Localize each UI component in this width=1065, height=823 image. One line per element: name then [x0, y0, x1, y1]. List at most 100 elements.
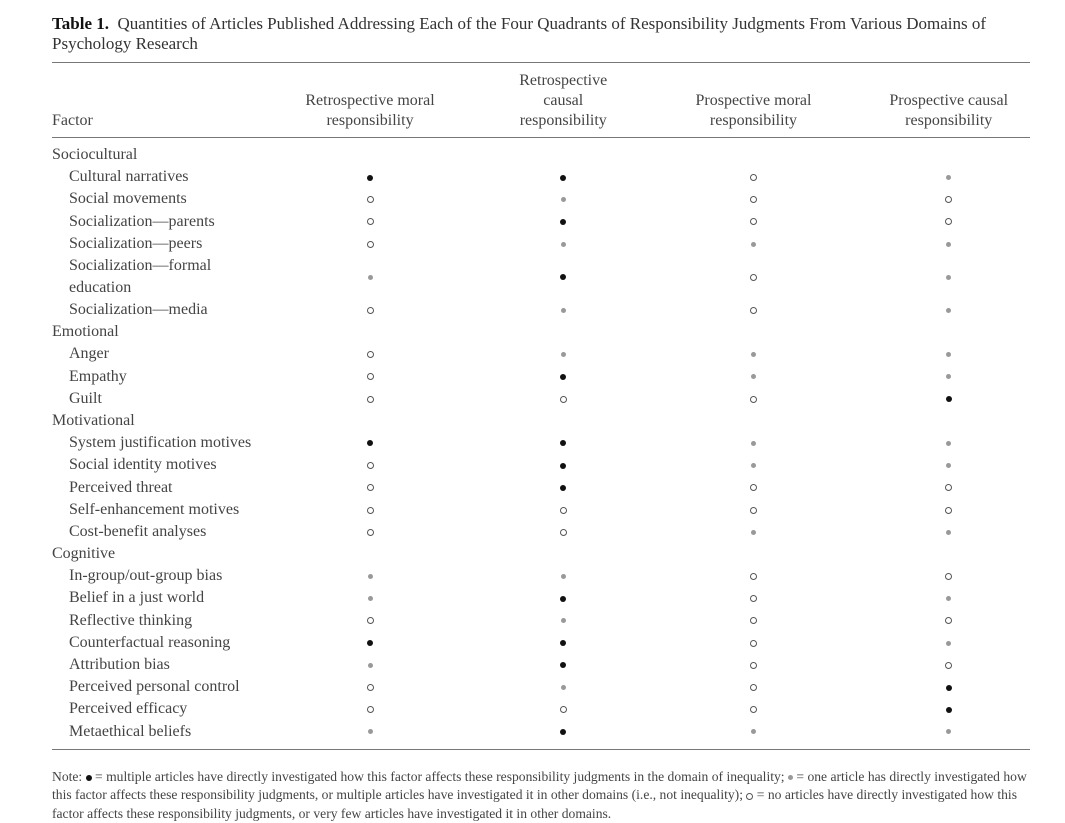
- one-dot-icon: [560, 618, 566, 624]
- multiple-dot-icon: [945, 684, 952, 691]
- value-cell: [253, 654, 487, 676]
- group-row: Emotional: [52, 321, 1030, 343]
- value-cell: [867, 432, 1030, 454]
- one-dot-icon: [946, 729, 952, 735]
- value-cell: [253, 233, 487, 255]
- value-cell: [867, 211, 1030, 233]
- value-cell: [253, 454, 487, 476]
- value-cell: [640, 721, 868, 750]
- one-dot-icon: [750, 529, 756, 535]
- none-circle-icon: [559, 395, 567, 403]
- table-row: Guilt: [52, 388, 1030, 410]
- header-row: Factor Retrospective moral responsibilit…: [52, 63, 1030, 138]
- value-cell: [640, 499, 868, 521]
- value-cell: [867, 299, 1030, 321]
- one-dot-icon: [946, 175, 952, 181]
- one-dot-icon: [560, 307, 566, 313]
- value-cell: [253, 343, 487, 365]
- none-circle-icon: [749, 273, 757, 281]
- none-circle-icon: [945, 196, 953, 204]
- one-dot-icon: [560, 197, 566, 203]
- value-cell: [867, 565, 1030, 587]
- value-cell: [487, 233, 640, 255]
- value-cell: [487, 721, 640, 750]
- none-circle-icon: [945, 617, 953, 625]
- value-cell: [640, 521, 868, 543]
- table-container: Table 1. Quantities of Articles Publishe…: [52, 14, 1030, 823]
- none-circle-icon: [749, 617, 757, 625]
- none-circle-icon: [366, 528, 374, 536]
- none-circle-icon: [749, 661, 757, 669]
- value-cell: [640, 476, 868, 498]
- value-cell: [487, 565, 640, 587]
- multiple-dot-icon: [945, 706, 952, 713]
- multiple-dot-icon: [560, 662, 567, 669]
- none-circle-icon: [366, 462, 374, 470]
- one-dot-icon: [946, 596, 952, 602]
- table-row: Attribution bias: [52, 654, 1030, 676]
- table-row: Cultural narratives: [52, 166, 1030, 188]
- none-circle-icon: [749, 684, 757, 692]
- value-cell: [487, 432, 640, 454]
- one-dot-icon: [750, 463, 756, 469]
- factor-cell: Attribution bias: [69, 656, 170, 674]
- none-circle-icon: [945, 661, 953, 669]
- table-note: Note: = multiple articles have directly …: [52, 768, 1030, 823]
- multiple-dot-icon: [560, 640, 567, 647]
- none-circle-icon: [749, 506, 757, 514]
- one-dot-icon: [750, 729, 756, 735]
- factor-cell: Guilt: [69, 389, 102, 407]
- value-cell: [487, 587, 640, 609]
- table-row: Belief in a just world: [52, 587, 1030, 609]
- value-cell: [640, 299, 868, 321]
- multiple-dot-icon: [367, 640, 374, 647]
- factor-cell: Perceived efficacy: [69, 700, 188, 718]
- one-dot-icon: [367, 274, 373, 280]
- none-circle-icon: [366, 196, 374, 204]
- value-cell: [487, 388, 640, 410]
- one-dot-icon: [787, 775, 793, 781]
- value-cell: [253, 565, 487, 587]
- multiple-dot-icon: [560, 373, 567, 380]
- value-cell: [253, 255, 487, 299]
- factor-cell: Perceived threat: [69, 478, 173, 496]
- value-cell: [640, 211, 868, 233]
- factor-cell: Cost-benefit analyses: [69, 522, 207, 540]
- value-cell: [640, 632, 868, 654]
- none-circle-icon: [366, 484, 374, 492]
- factor-cell: Social movements: [69, 190, 187, 208]
- value-cell: [487, 476, 640, 498]
- column-header-factor: Factor: [52, 112, 93, 129]
- one-dot-icon: [946, 374, 952, 380]
- factor-cell: Cultural narratives: [69, 168, 189, 186]
- factor-cell: Reflective thinking: [69, 611, 193, 629]
- table-row: Social movements: [52, 188, 1030, 210]
- table-title: Table 1. Quantities of Articles Publishe…: [52, 14, 1030, 54]
- value-cell: [867, 188, 1030, 210]
- table-row: Perceived efficacy: [52, 698, 1030, 720]
- column-header-retro-moral: Retrospective moral responsibility: [305, 92, 435, 129]
- value-cell: [640, 587, 868, 609]
- one-dot-icon: [946, 352, 952, 358]
- value-cell: [867, 166, 1030, 188]
- table-row: Reflective thinking: [52, 610, 1030, 632]
- none-circle-icon: [749, 306, 757, 314]
- table-row: Perceived personal control: [52, 676, 1030, 698]
- value-cell: [253, 476, 487, 498]
- factor-cell: Empathy: [69, 367, 127, 385]
- multiple-dot-icon: [560, 462, 567, 469]
- value-cell: [487, 632, 640, 654]
- value-cell: [867, 366, 1030, 388]
- note-one: = one article has directly investigated …: [52, 768, 1027, 803]
- factor-cell: System justification motives: [69, 434, 252, 452]
- none-circle-icon: [366, 373, 374, 381]
- table-caption: Quantities of Articles Published Address…: [52, 14, 987, 53]
- table-row: Socialization—parents: [52, 211, 1030, 233]
- none-circle-icon: [366, 351, 374, 359]
- none-circle-icon: [559, 528, 567, 536]
- none-circle-icon: [366, 240, 374, 248]
- value-cell: [867, 698, 1030, 720]
- value-cell: [253, 587, 487, 609]
- value-cell: [640, 698, 868, 720]
- factor-cell: Socialization—formal education: [69, 256, 212, 296]
